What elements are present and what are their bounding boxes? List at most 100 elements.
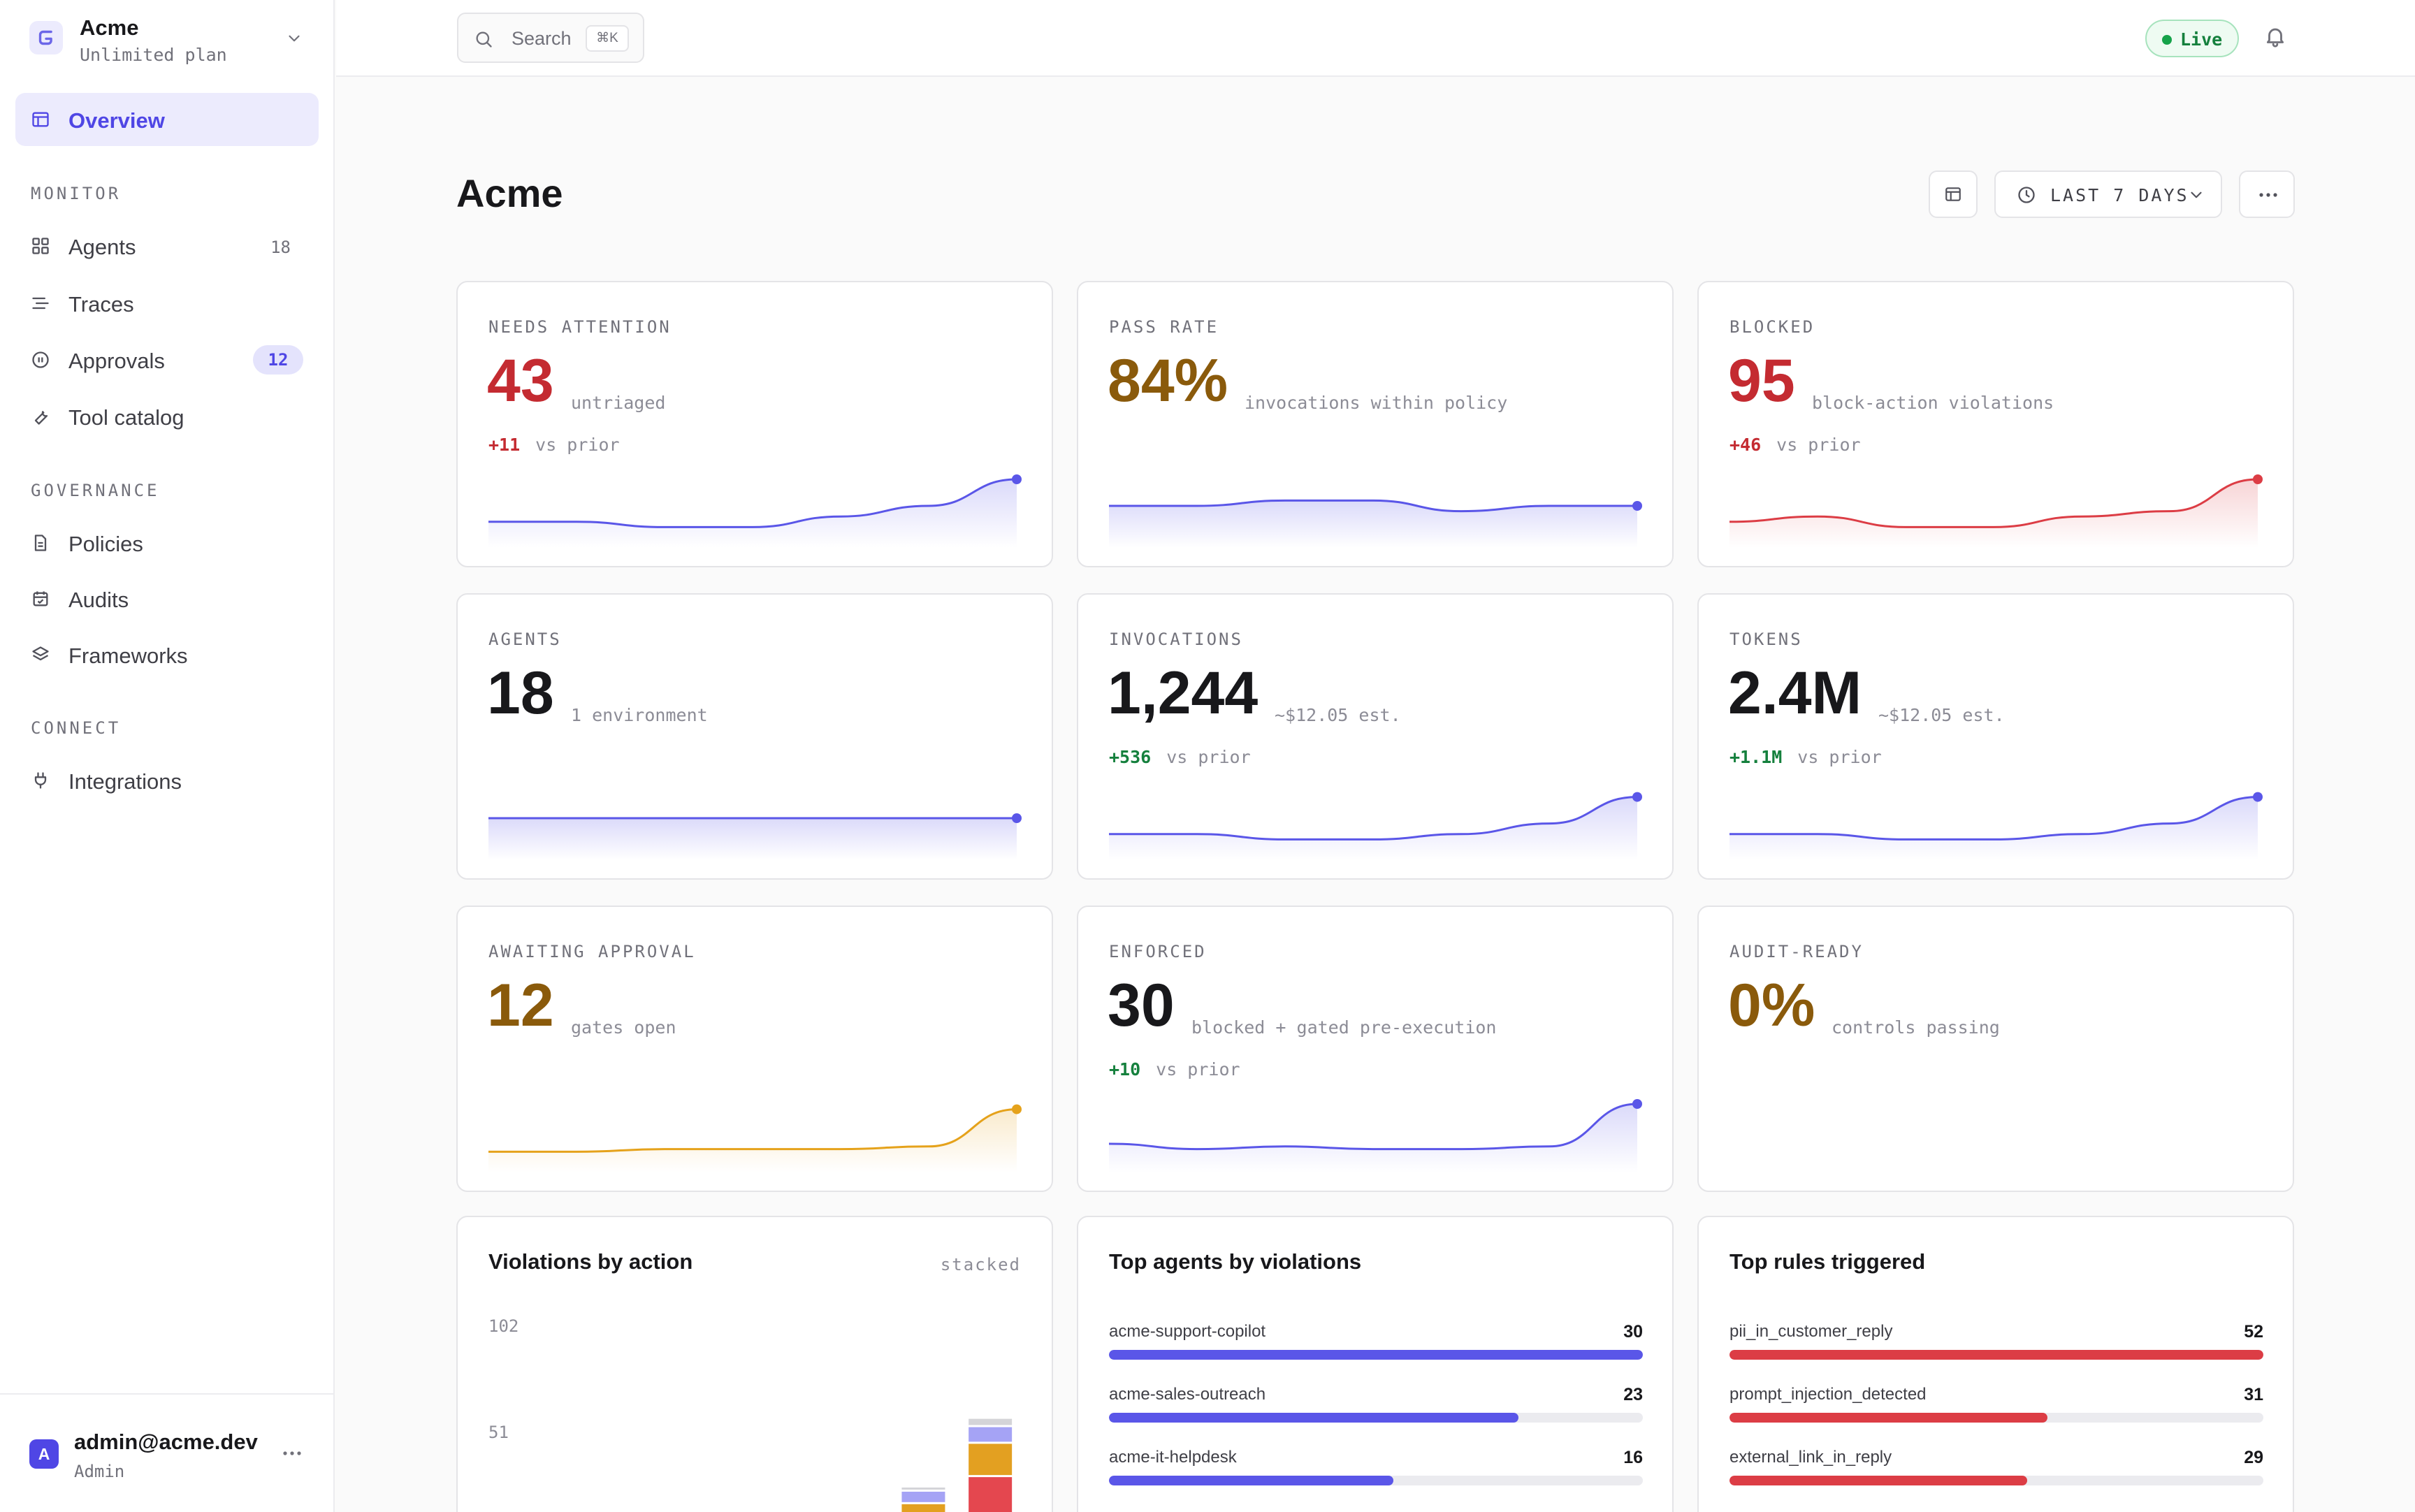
sidebar-item-frameworks[interactable]: Frameworks <box>15 628 319 681</box>
clock-icon <box>2017 185 2036 205</box>
search-placeholder: Search <box>512 28 572 49</box>
sparkline <box>488 1104 1022 1172</box>
sparkline-line <box>1109 1103 1638 1151</box>
sidebar-item-overview[interactable]: Overview <box>15 93 319 146</box>
metric-label: NEEDS ATTENTION <box>488 317 672 337</box>
metric-card-blocked[interactable]: BLOCKED 95 block-action violations +46 vs pr… <box>1697 281 2294 567</box>
org-plan: Unlimited plan <box>80 45 227 65</box>
layout-icon <box>31 110 50 129</box>
bar-track <box>1729 1476 2263 1485</box>
metric-card-pass-rate[interactable]: PASS RATE 84% invocations within policy <box>1077 281 1674 567</box>
date-range-label: LAST 7 DAYS <box>2050 185 2189 205</box>
sparkline-area <box>488 479 1017 548</box>
sparkline-endpoint <box>1632 501 1642 511</box>
bar-row[interactable]: acme-sales-outreach 23 <box>1109 1385 1643 1427</box>
bar-row[interactable]: acme-it-helpdesk 16 <box>1109 1448 1643 1490</box>
layers-icon <box>31 645 50 664</box>
chevron-down-icon <box>2187 186 2205 204</box>
bar-row[interactable]: external_link_in_reply 29 <box>1729 1448 2263 1490</box>
sparkline <box>1729 792 2263 860</box>
org-switcher[interactable]: Acme Unlimited plan <box>29 15 306 68</box>
more-options-button[interactable] <box>2239 170 2295 218</box>
sparkline-endpoint <box>1012 474 1022 484</box>
metric-card-enforced[interactable]: ENFORCED 30 blocked + gated pre-execution +… <box>1077 906 1674 1192</box>
live-status-label: Live <box>2180 29 2223 50</box>
chevron-down-icon[interactable] <box>285 29 303 48</box>
sidebar-item-integrations[interactable]: Integrations <box>15 754 319 807</box>
sidebar-item-policies[interactable]: Policies <box>15 516 319 569</box>
bar-track <box>1729 1413 2263 1423</box>
live-dot-icon <box>2162 35 2172 45</box>
metric-value: 1,244 <box>1108 660 1259 727</box>
bar-row[interactable]: pii_in_customer_reply 52 <box>1729 1322 2263 1364</box>
layout-toggle-button[interactable] <box>1929 170 1978 218</box>
metric-delta-suffix: vs prior <box>1156 1059 1240 1080</box>
date-range-select[interactable]: LAST 7 DAYS <box>1994 170 2222 218</box>
metric-delta-value: +1.1M <box>1729 747 1783 767</box>
sparkline <box>1729 474 2263 548</box>
sidebar-item-label: Agents <box>68 235 136 259</box>
sparkline-endpoint <box>1632 1099 1642 1109</box>
sidebar-item-label: Overview <box>68 108 165 133</box>
sidebar-item-agents[interactable]: Agents 18 <box>15 219 319 272</box>
bar-value: 30 <box>1623 1322 1643 1342</box>
user-email: admin@acme.dev <box>74 1430 258 1454</box>
sparkline <box>488 813 1022 860</box>
user-role: Admin <box>74 1462 125 1481</box>
user-menu[interactable]: A admin@acme.dev Admin <box>0 1393 333 1512</box>
more-horizontal-icon[interactable] <box>282 1446 303 1460</box>
live-status-badge[interactable]: Live <box>2145 20 2239 57</box>
sparkline <box>1109 499 1642 548</box>
metric-delta: +46 vs prior <box>1729 435 1861 455</box>
sparkline-area <box>488 818 1017 860</box>
section-heading-connect: CONNECT <box>31 718 122 738</box>
metric-card-tokens[interactable]: TOKENS 2.4M ~$12.05 est. +1.1M vs prior <box>1697 593 2294 880</box>
sidebar-item-label: Policies <box>68 532 143 556</box>
sidebar-item-traces[interactable]: Traces <box>15 277 319 330</box>
pause-circle-icon <box>31 350 50 370</box>
grid-icon <box>31 236 50 256</box>
sidebar-item-approvals[interactable]: Approvals 12 <box>15 333 319 386</box>
metric-card-invocations[interactable]: INVOCATIONS 1,244 ~$12.05 est. +536 vs prior <box>1077 593 1674 880</box>
metric-card-awaiting-approval[interactable]: AWAITING APPROVAL 12 gates open <box>456 906 1053 1192</box>
bar-label: external_link_in_reply <box>1729 1448 1892 1467</box>
metric-delta-suffix: vs prior <box>1797 747 1882 767</box>
metric-card-audit-ready[interactable]: AUDIT-READY 0% controls passing <box>1697 906 2294 1192</box>
layout-icon <box>1944 185 1962 203</box>
search-icon <box>474 29 493 49</box>
violations-by-action-panel: Violations by action stacked 51 102 <box>456 1216 1053 1512</box>
wrench-icon <box>31 407 50 426</box>
sparkline-area <box>1729 797 2258 860</box>
metric-delta-value: +536 <box>1109 747 1152 767</box>
bar-label: acme-sales-outreach <box>1109 1385 1266 1404</box>
sparkline <box>488 474 1022 548</box>
metric-label: ENFORCED <box>1109 942 1207 961</box>
bar-row[interactable]: acme-support-copilot 30 <box>1109 1322 1643 1364</box>
metric-card-needs-attention[interactable]: NEEDS ATTENTION 43 untriaged +11 vs prior <box>456 281 1053 567</box>
bar-row[interactable]: prompt_injection_detected 31 <box>1729 1385 2263 1427</box>
y-tick-label: 102 <box>488 1316 519 1336</box>
search-input[interactable]: Search ⌘K <box>457 13 644 63</box>
bar-segment <box>901 1491 945 1502</box>
bar-value: 31 <box>2244 1385 2263 1404</box>
sidebar-item-label: Integrations <box>68 769 182 794</box>
top-agents-panel: Top agents by violations acme-support-co… <box>1077 1216 1674 1512</box>
bar-fill <box>1729 1413 2048 1423</box>
metric-value: 2.4M <box>1728 660 1862 727</box>
metric-delta: +11 vs prior <box>488 435 620 455</box>
calendar-check-icon <box>31 589 50 609</box>
bar-segment <box>969 1427 1013 1442</box>
metric-value: 43 <box>487 347 554 414</box>
page-title: Acme <box>456 171 563 215</box>
sidebar-item-tool-catalog[interactable]: Tool catalog <box>15 390 319 443</box>
sidebar-item-audits[interactable]: Audits <box>15 572 319 625</box>
bar-track <box>1109 1476 1643 1485</box>
sidebar-item-label: Approvals <box>68 349 165 373</box>
search-shortcut: ⌘K <box>586 25 629 52</box>
metric-label: BLOCKED <box>1729 317 1815 337</box>
bar-value: 16 <box>1623 1448 1643 1467</box>
document-icon <box>31 533 50 553</box>
bell-icon[interactable] <box>2263 24 2287 48</box>
metric-card-agents[interactable]: AGENTS 18 1 environment <box>456 593 1053 880</box>
panel-title: Top agents by violations <box>1109 1249 1362 1274</box>
